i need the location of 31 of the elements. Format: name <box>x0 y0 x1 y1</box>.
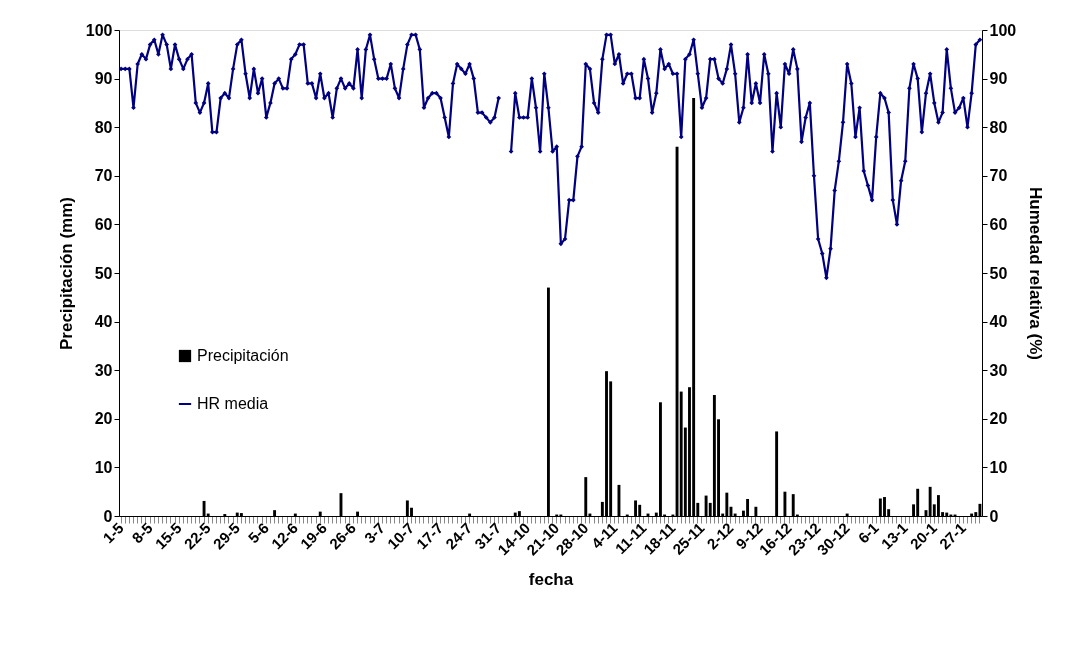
x-tick-label: 8-5 <box>128 519 156 547</box>
y2-tick-label: 40 <box>989 313 1008 331</box>
y-tick-label: 60 <box>94 215 113 233</box>
y-tick-label: 40 <box>94 313 113 331</box>
y2-tick-label: 30 <box>989 361 1008 379</box>
y2-tick-label: 10 <box>989 458 1008 476</box>
y-tick-label: 100 <box>85 21 113 39</box>
x-axis-title: fecha <box>528 570 574 590</box>
y-tick-label: 80 <box>94 118 113 136</box>
y-tick-label: 50 <box>94 264 113 282</box>
y2-tick-label: 80 <box>989 118 1008 136</box>
y-tick-label: 70 <box>94 167 113 185</box>
y-axis-title: Precipitación (mm) <box>56 196 76 351</box>
y2-axis-title: Humedad relativa (%) <box>1026 187 1046 360</box>
y2-tick-label: 70 <box>989 167 1008 185</box>
legend-label: Precipitación <box>197 347 289 364</box>
y2-tick-label: 60 <box>989 215 1008 233</box>
y-tick-label: 20 <box>94 410 113 428</box>
y-tick-label: 10 <box>94 458 113 476</box>
x-tick-label: 5-6 <box>244 519 272 547</box>
legend-label: HR media <box>197 395 269 412</box>
y-tick-label: 0 <box>103 507 113 525</box>
y2-tick-label: 100 <box>989 21 1017 39</box>
y2-tick-label: 90 <box>989 70 1008 88</box>
y2-tick-label: 20 <box>989 410 1008 428</box>
y-tick-label: 30 <box>94 361 113 379</box>
y2-tick-label: 50 <box>989 264 1008 282</box>
x-tick-label: 6-1 <box>854 519 882 547</box>
y-tick-label: 90 <box>94 70 113 88</box>
x-tick-label: 3-7 <box>360 519 389 547</box>
y2-tick-label: 0 <box>989 507 999 525</box>
